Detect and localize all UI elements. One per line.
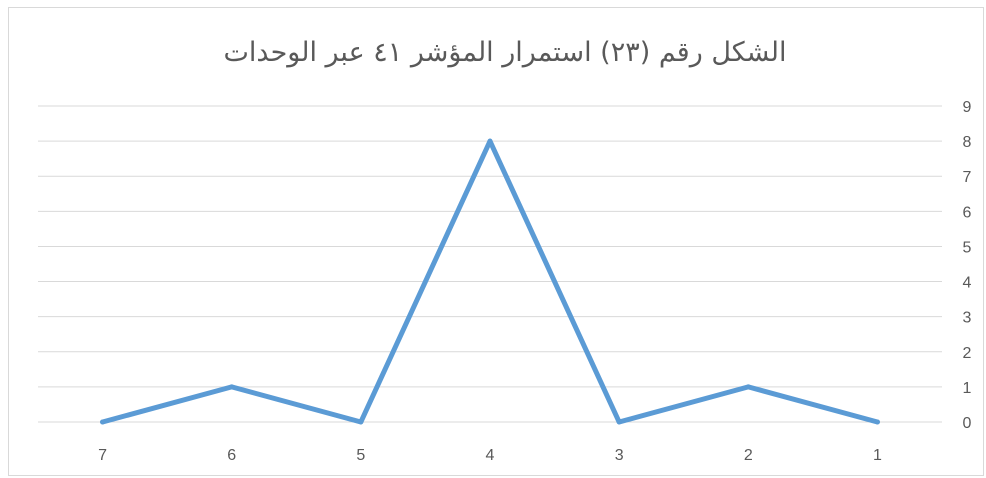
y-tick-label: 6 [963,204,972,221]
x-tick-label: 2 [744,447,753,464]
x-tick-label: 5 [356,447,365,464]
data-point [874,419,880,425]
data-point [487,138,493,144]
chart-frame [8,7,984,476]
data-point [616,419,622,425]
x-tick-label: 4 [486,447,495,464]
y-tick-label: 4 [963,275,972,292]
y-tick-label: 3 [963,310,972,327]
y-axis-ticks: 0 1 2 3 4 5 6 7 8 9 [963,99,972,432]
x-axis-ticks: 1 2 3 4 5 6 7 [98,447,882,464]
y-tick-label: 2 [963,345,972,362]
chart-title: الشكل رقم (٢٣) استمرار المؤشر ٤١ عبر الو… [223,37,786,68]
data-point [229,384,235,390]
y-tick-label: 7 [963,169,972,186]
data-point [100,419,106,425]
data-point [358,419,364,425]
gridlines [38,105,942,423]
y-tick-label: 8 [963,134,972,151]
x-tick-label: 7 [98,447,107,464]
data-point [745,384,751,390]
y-tick-label: 9 [963,99,972,116]
x-tick-label: 3 [615,447,624,464]
y-tick-label: 1 [963,380,972,397]
y-tick-label: 0 [963,415,972,432]
series-lines [100,138,880,425]
y-tick-label: 5 [963,239,972,256]
x-tick-label: 1 [873,447,882,464]
x-tick-label: 6 [227,447,236,464]
